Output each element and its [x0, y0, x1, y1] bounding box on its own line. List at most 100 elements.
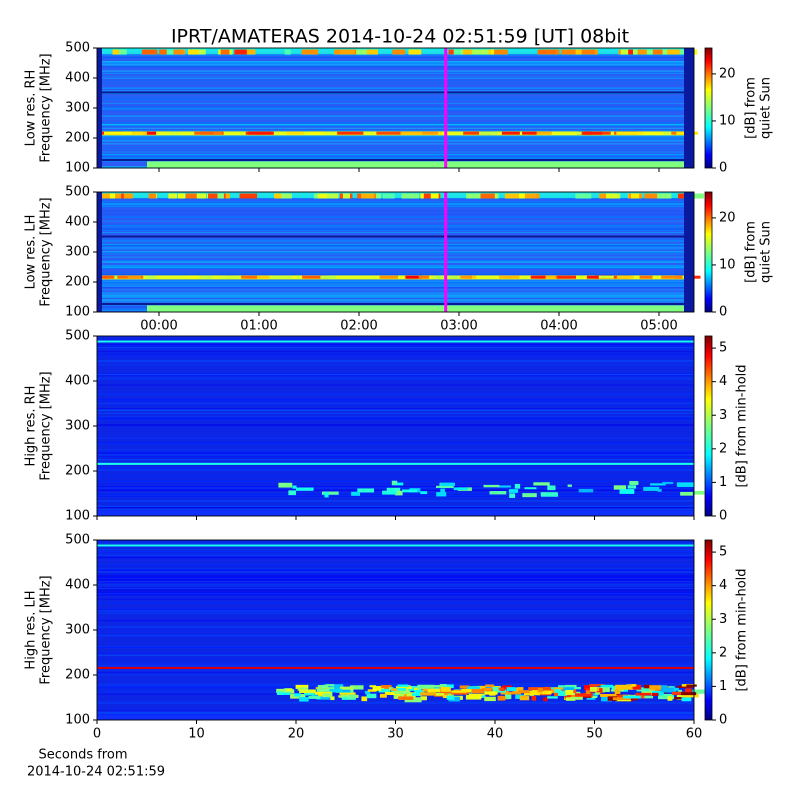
- y-tick-label: 100: [65, 713, 90, 728]
- spectrogram-texture: [97, 576, 694, 578]
- spectrogram-texture: [329, 688, 343, 693]
- y-tick-label: 400: [65, 374, 90, 389]
- spectrogram-texture: [378, 688, 391, 693]
- spectrogram-texture: [97, 666, 694, 668]
- spectrogram-texture: [657, 489, 662, 492]
- spectrogram-texture: [105, 275, 115, 279]
- x-tick-label: 50: [586, 727, 603, 742]
- spectrogram-texture: [239, 193, 258, 199]
- colorbar-label: [dB] from: [744, 77, 759, 139]
- colorbar-tick-label: 0: [719, 509, 727, 524]
- spectrogram-texture: [497, 695, 506, 701]
- spectrogram-texture: [97, 671, 694, 673]
- spectrogram-texture: [97, 215, 694, 217]
- spectrogram-texture: [97, 239, 694, 241]
- spectrogram-texture: [97, 610, 694, 612]
- spectrogram-texture: [564, 695, 572, 699]
- spectrogram-texture: [97, 109, 694, 111]
- spectrogram-texture: [97, 235, 694, 238]
- spectrogram-texture: [97, 713, 694, 715]
- spectrogram-texture: [97, 265, 694, 267]
- spectrogram-texture: [97, 500, 694, 502]
- spectrogram-texture: [440, 488, 445, 493]
- spectrogram-texture: [361, 193, 375, 199]
- spectrogram-texture: [199, 275, 213, 279]
- spectrogram-texture: [483, 484, 500, 488]
- spectrogram-texture: [97, 452, 694, 454]
- y-tick-label: 400: [65, 578, 90, 593]
- spectrogram-texture: [97, 210, 694, 212]
- spectrogram-texture: [629, 481, 638, 485]
- spectrogram-texture: [97, 220, 694, 222]
- spectrogram-texture: [97, 252, 694, 254]
- spectrogram-texture: [324, 492, 329, 498]
- spectrogram-texture: [97, 238, 694, 240]
- spectrogram-texture: [674, 687, 679, 691]
- spectrogram-texture: [417, 684, 434, 690]
- spectrogram-texture: [97, 296, 694, 298]
- spectrogram-texture: [97, 159, 694, 161]
- spectrogram-texture: [309, 689, 316, 692]
- spectrogram-texture: [97, 507, 694, 509]
- spectrogram-texture: [506, 687, 517, 691]
- spectrogram-texture: [589, 684, 606, 687]
- spectrogram-texture: [97, 160, 694, 162]
- spectrogram-texture: [97, 136, 694, 138]
- spectrogram-texture: [97, 361, 694, 363]
- spectrogram-texture: [127, 275, 141, 279]
- spectrogram-texture: [556, 275, 577, 279]
- spectrogram-texture: [544, 686, 552, 691]
- spectrogram-texture: [97, 202, 694, 204]
- colorbar-tick-label: 2: [719, 441, 727, 456]
- spectrogram-texture: [177, 193, 186, 199]
- spectrogram-texture: [391, 688, 398, 691]
- spectrogram-texture: [453, 487, 468, 491]
- spectrogram-texture: [97, 449, 694, 451]
- spectrogram-texture: [398, 696, 414, 700]
- spectrogram: [97, 540, 706, 720]
- spectrogram-texture: [97, 505, 694, 507]
- spectrogram-texture: [600, 684, 614, 688]
- spectrogram-texture: [97, 412, 694, 414]
- spectrogram-texture: [97, 495, 694, 497]
- spectrogram-texture: [270, 275, 292, 279]
- spectrogram-texture: [356, 49, 367, 55]
- colorbar: [704, 191, 713, 313]
- spectrogram-texture: [220, 275, 241, 279]
- spectrogram-texture: [339, 49, 356, 55]
- spectrogram-texture: [97, 359, 694, 361]
- spectrogram-texture: [97, 304, 694, 306]
- spectrogram-texture: [97, 98, 694, 100]
- spectrogram-texture: [97, 540, 694, 542]
- spectrogram-texture: [436, 492, 447, 497]
- x-tick-label: 02:00: [340, 319, 377, 334]
- spectrogram-texture: [97, 556, 694, 558]
- spectrogram-texture: [286, 131, 304, 135]
- spectrogram-texture: [97, 227, 694, 229]
- spectrogram-texture: [581, 49, 595, 55]
- y-label: Low res. RH: [24, 70, 39, 147]
- spectrogram-texture: [188, 49, 206, 55]
- y-tick-label: 400: [65, 71, 90, 86]
- spectrogram-texture: [574, 693, 593, 697]
- spectrogram-texture: [97, 244, 694, 246]
- spectrogram-texture: [586, 697, 596, 700]
- spectrogram-texture: [97, 148, 694, 150]
- spectrogram-texture: [408, 49, 422, 55]
- spectrogram-texture: [348, 694, 356, 699]
- spectrogram-texture: [522, 193, 536, 199]
- spectrogram-texture: [97, 77, 694, 79]
- y-tick-label: 500: [65, 329, 90, 344]
- spectrogram-texture: [459, 685, 470, 689]
- spectrogram-texture: [97, 213, 694, 215]
- spectrogram-texture: [494, 49, 508, 55]
- spectrogram-texture: [380, 685, 392, 690]
- spectrogram-texture: [557, 691, 567, 696]
- spectrogram-texture: [357, 488, 374, 493]
- y-label: High res. LH: [24, 590, 39, 669]
- y-tick-label: 300: [65, 245, 90, 260]
- spectrogram-texture: [641, 690, 659, 696]
- spectrogram-texture: [217, 193, 224, 199]
- spectrogram-texture: [448, 49, 458, 55]
